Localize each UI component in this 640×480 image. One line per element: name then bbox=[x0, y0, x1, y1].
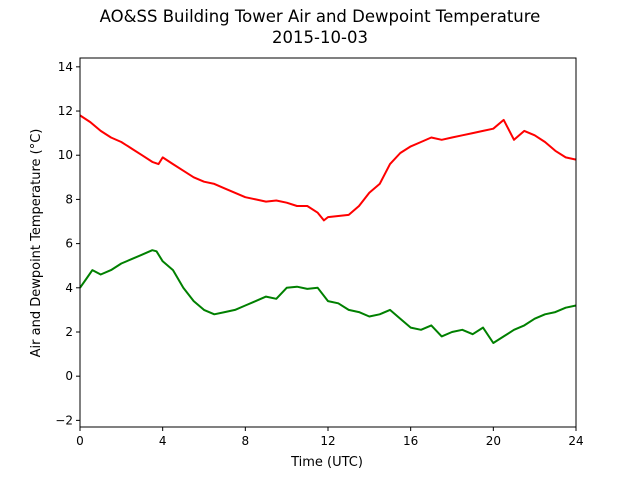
series-layer bbox=[79, 114, 577, 344]
x-tick-label: 8 bbox=[242, 434, 250, 448]
air-temperature-line bbox=[79, 114, 577, 222]
x-tick-label: 12 bbox=[320, 434, 335, 448]
y-tick-label: 4 bbox=[65, 281, 73, 295]
plot-frame bbox=[79, 57, 577, 428]
y-tick-label: 6 bbox=[65, 237, 73, 251]
dewpoint-temperature-line bbox=[79, 249, 577, 344]
x-tick-label: 4 bbox=[159, 434, 167, 448]
y-tick-label: 12 bbox=[58, 104, 73, 118]
y-tick-label: 10 bbox=[58, 148, 73, 162]
y-axis-label: Air and Dewpoint Temperature (°C) bbox=[29, 129, 44, 358]
x-tick-label: 24 bbox=[568, 434, 583, 448]
x-tick-label: 20 bbox=[486, 434, 501, 448]
y-tick-label: −2 bbox=[55, 413, 73, 427]
chart-subtitle: 2015-10-03 bbox=[272, 28, 368, 47]
x-tick-label: 16 bbox=[403, 434, 418, 448]
x-tick-label: 0 bbox=[76, 434, 84, 448]
x-axis-label: Time (UTC) bbox=[290, 455, 363, 470]
chart-title: AO&SS Building Tower Air and Dewpoint Te… bbox=[99, 7, 541, 26]
y-tick-label: 2 bbox=[65, 325, 73, 339]
y-tick-label: 8 bbox=[65, 192, 73, 206]
y-tick-label: 14 bbox=[58, 60, 73, 74]
y-tick-label: 0 bbox=[65, 369, 73, 383]
